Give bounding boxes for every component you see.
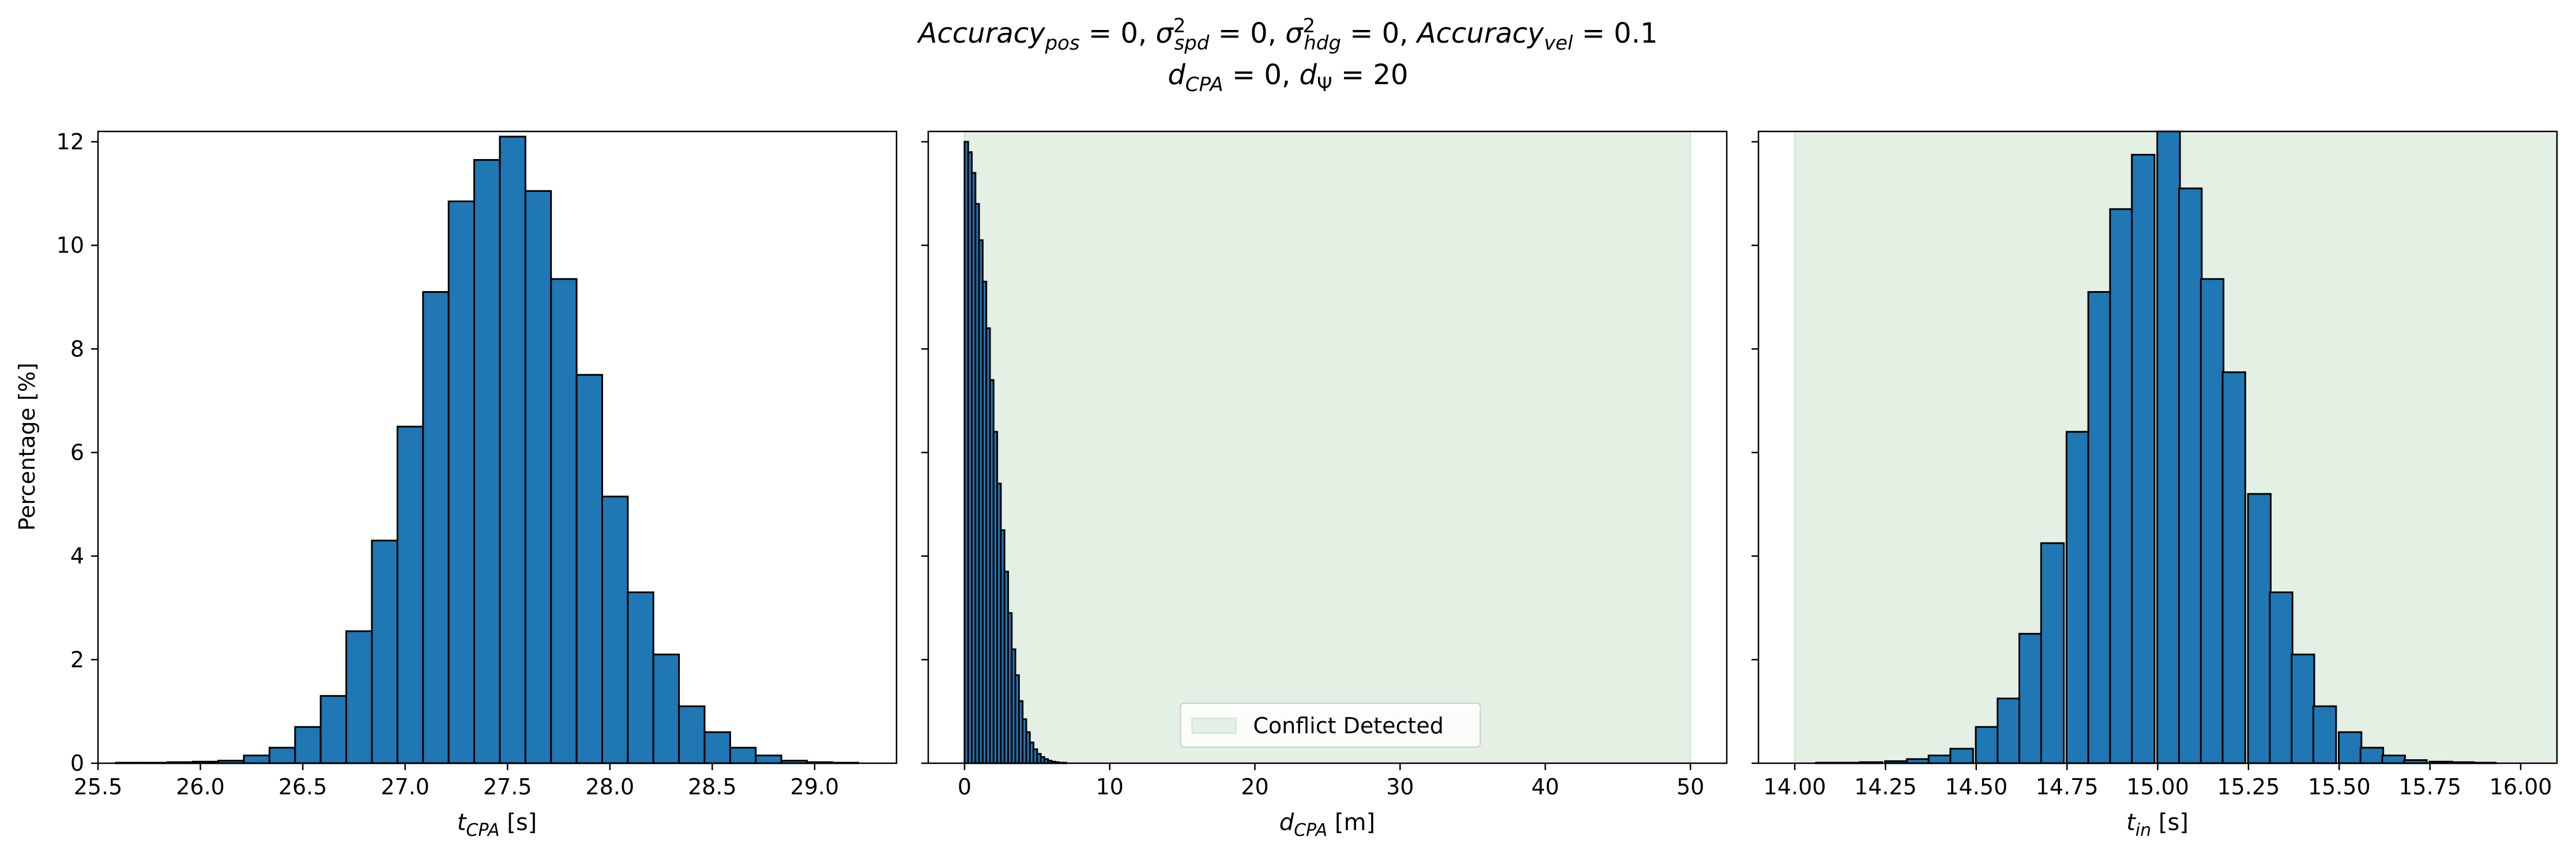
y-tick-label: 4 (70, 544, 84, 569)
x-tick-label: 26.5 (278, 774, 327, 800)
histogram-bar (524, 190, 552, 764)
legend: Conflict Detected (1180, 703, 1481, 748)
panel-t-cpa: 25.5 26.0 26.5 27.0 27.5 28.0 28.5 29.0 0 2 4 6 8 10 1… (57, 129, 898, 800)
histogram-bar (447, 200, 476, 764)
x-tick-label: 20 (1241, 774, 1268, 800)
y-axis-label: Percentage [%] (14, 363, 40, 531)
x-tick-label: 27.5 (483, 774, 532, 800)
x-axis-label-d-cpa: dCPA [m] (1279, 809, 1375, 840)
x-tick-label: 15.75 (2398, 774, 2461, 800)
histogram-bar (2291, 653, 2315, 764)
histogram-bar (2065, 431, 2091, 764)
histogram-bar (2247, 493, 2272, 764)
x-tick-label: 50 (1677, 774, 1704, 800)
histogram-bar (652, 653, 680, 764)
x-tick-label: 14.50 (1945, 774, 2008, 800)
axes-frame (97, 130, 898, 764)
histogram-bar (2200, 278, 2225, 764)
x-axis-label-t-in: tin [s] (2126, 809, 2189, 840)
histogram-bar (729, 747, 757, 764)
legend-label: Conflict Detected (1253, 713, 1444, 738)
histogram-bar (2018, 632, 2043, 764)
histogram-bar (294, 726, 322, 764)
x-tick-label: 30 (1386, 774, 1414, 800)
histogram-bar (2312, 705, 2337, 764)
x-tick-label: 0 (958, 774, 971, 800)
histogram-bar (2109, 208, 2134, 764)
histogram-bar (575, 374, 604, 764)
histogram-bar (2131, 153, 2156, 764)
y-tick-label: 10 (57, 233, 84, 258)
histogram-bar (2381, 755, 2406, 764)
x-tick-label: 26.0 (176, 774, 225, 800)
histogram-bar (1975, 726, 1999, 764)
x-tick-label: 14.25 (1854, 774, 1917, 800)
panel-d-cpa: 0 10 20 30 40 50 Conflict Detected (921, 130, 1728, 800)
y-tick-label: 8 (70, 336, 84, 361)
histogram-bar (678, 705, 706, 764)
histogram-bar (627, 591, 654, 764)
histogram-bar (2337, 731, 2363, 764)
histogram-bar (601, 495, 629, 764)
figure-title-line2: dCPA = 0, dΨ = 20 (1168, 59, 1408, 96)
y-tick-label: 2 (70, 647, 84, 672)
histogram-bar (422, 291, 450, 764)
conflict-region (963, 131, 1692, 764)
x-tick-label: 27.0 (381, 774, 430, 800)
axes-frame (927, 130, 1728, 764)
y-tick-label: 6 (70, 440, 84, 465)
histogram-bar (1927, 755, 1952, 764)
x-tick-label: 10 (1096, 774, 1124, 800)
histogram-bar (755, 755, 782, 764)
histogram-bar (2269, 591, 2293, 764)
histogram-bar (1997, 698, 2021, 764)
histogram-bar (2040, 542, 2065, 764)
y-tick-label: 0 (70, 751, 84, 776)
histogram-bar (2156, 130, 2181, 764)
histogram-bar (2221, 371, 2246, 764)
x-tick-label: 14.00 (1764, 774, 1826, 800)
histogram-bar (243, 755, 270, 764)
x-tick-label: 16.00 (2490, 774, 2552, 800)
histogram-bar (371, 540, 398, 764)
x-tick-label: 28.0 (586, 774, 635, 800)
x-tick-label: 29.0 (790, 774, 839, 800)
panel-t-in: 14.00 14.25 14.50 14.75 15.00 15.25 15.50 15.75… (1752, 130, 2558, 800)
figure-title-line1: Accuracypos = 0, σ2 spd = 0, σ2 hdg = 0, A… (917, 14, 1658, 55)
histogram-bar (550, 278, 578, 764)
x-axis-label-t-cpa: tCPA [s] (457, 809, 537, 840)
x-tick-label: 28.5 (688, 774, 737, 800)
histogram-bar (268, 747, 296, 764)
histogram-bar (2359, 747, 2385, 764)
x-tick-label: 14.75 (2036, 774, 2099, 800)
histogram-bar (396, 425, 424, 764)
x-tick-label: 15.00 (2126, 774, 2189, 800)
y-tick-label: 12 (57, 129, 84, 154)
histogram-bar (1949, 748, 1974, 764)
histogram-bar (499, 135, 526, 764)
legend-swatch (1191, 718, 1237, 734)
legend-box (1180, 703, 1481, 748)
x-tick-label: 40 (1531, 774, 1559, 800)
histogram-bar (703, 731, 731, 764)
x-tick-label: 15.25 (2217, 774, 2280, 800)
x-tick-label: 25.5 (74, 774, 123, 800)
histogram-bar (345, 630, 373, 764)
x-tick-label: 15.50 (2308, 774, 2371, 800)
histogram-bar (2087, 291, 2112, 764)
histogram-bar (319, 695, 348, 764)
histogram-bar (473, 159, 501, 764)
histogram-bar (2178, 187, 2203, 764)
